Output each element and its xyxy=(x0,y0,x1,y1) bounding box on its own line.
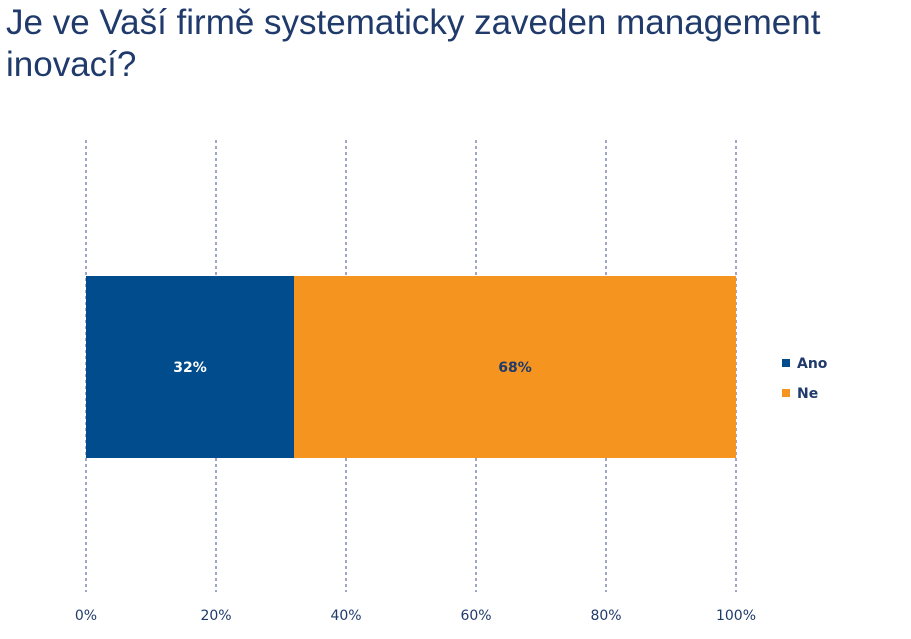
data-label: 32% xyxy=(173,360,207,376)
chart-title: Je ve Vaší firmě systematicky zaveden ma… xyxy=(6,3,821,84)
bar-segment-ne xyxy=(294,276,736,458)
x-tick-label: 20% xyxy=(200,608,231,624)
bar-group: 32% 68% xyxy=(86,276,736,458)
x-tick-label: 0% xyxy=(75,608,97,624)
x-tick-label: 40% xyxy=(330,608,361,624)
legend-label: Ano xyxy=(797,356,828,372)
legend-swatch xyxy=(782,359,790,367)
legend: Ano Ne xyxy=(782,356,828,402)
x-tick-label: 60% xyxy=(460,608,491,624)
x-tick-label: 80% xyxy=(590,608,621,624)
legend-label: Ne xyxy=(797,386,818,402)
x-axis-ticks: 0% 20% 40% 60% 80% 100% xyxy=(75,608,756,624)
data-label: 68% xyxy=(498,360,532,376)
bar-segment-ano xyxy=(86,276,294,458)
legend-swatch xyxy=(782,389,790,397)
x-tick-label: 100% xyxy=(716,608,756,624)
